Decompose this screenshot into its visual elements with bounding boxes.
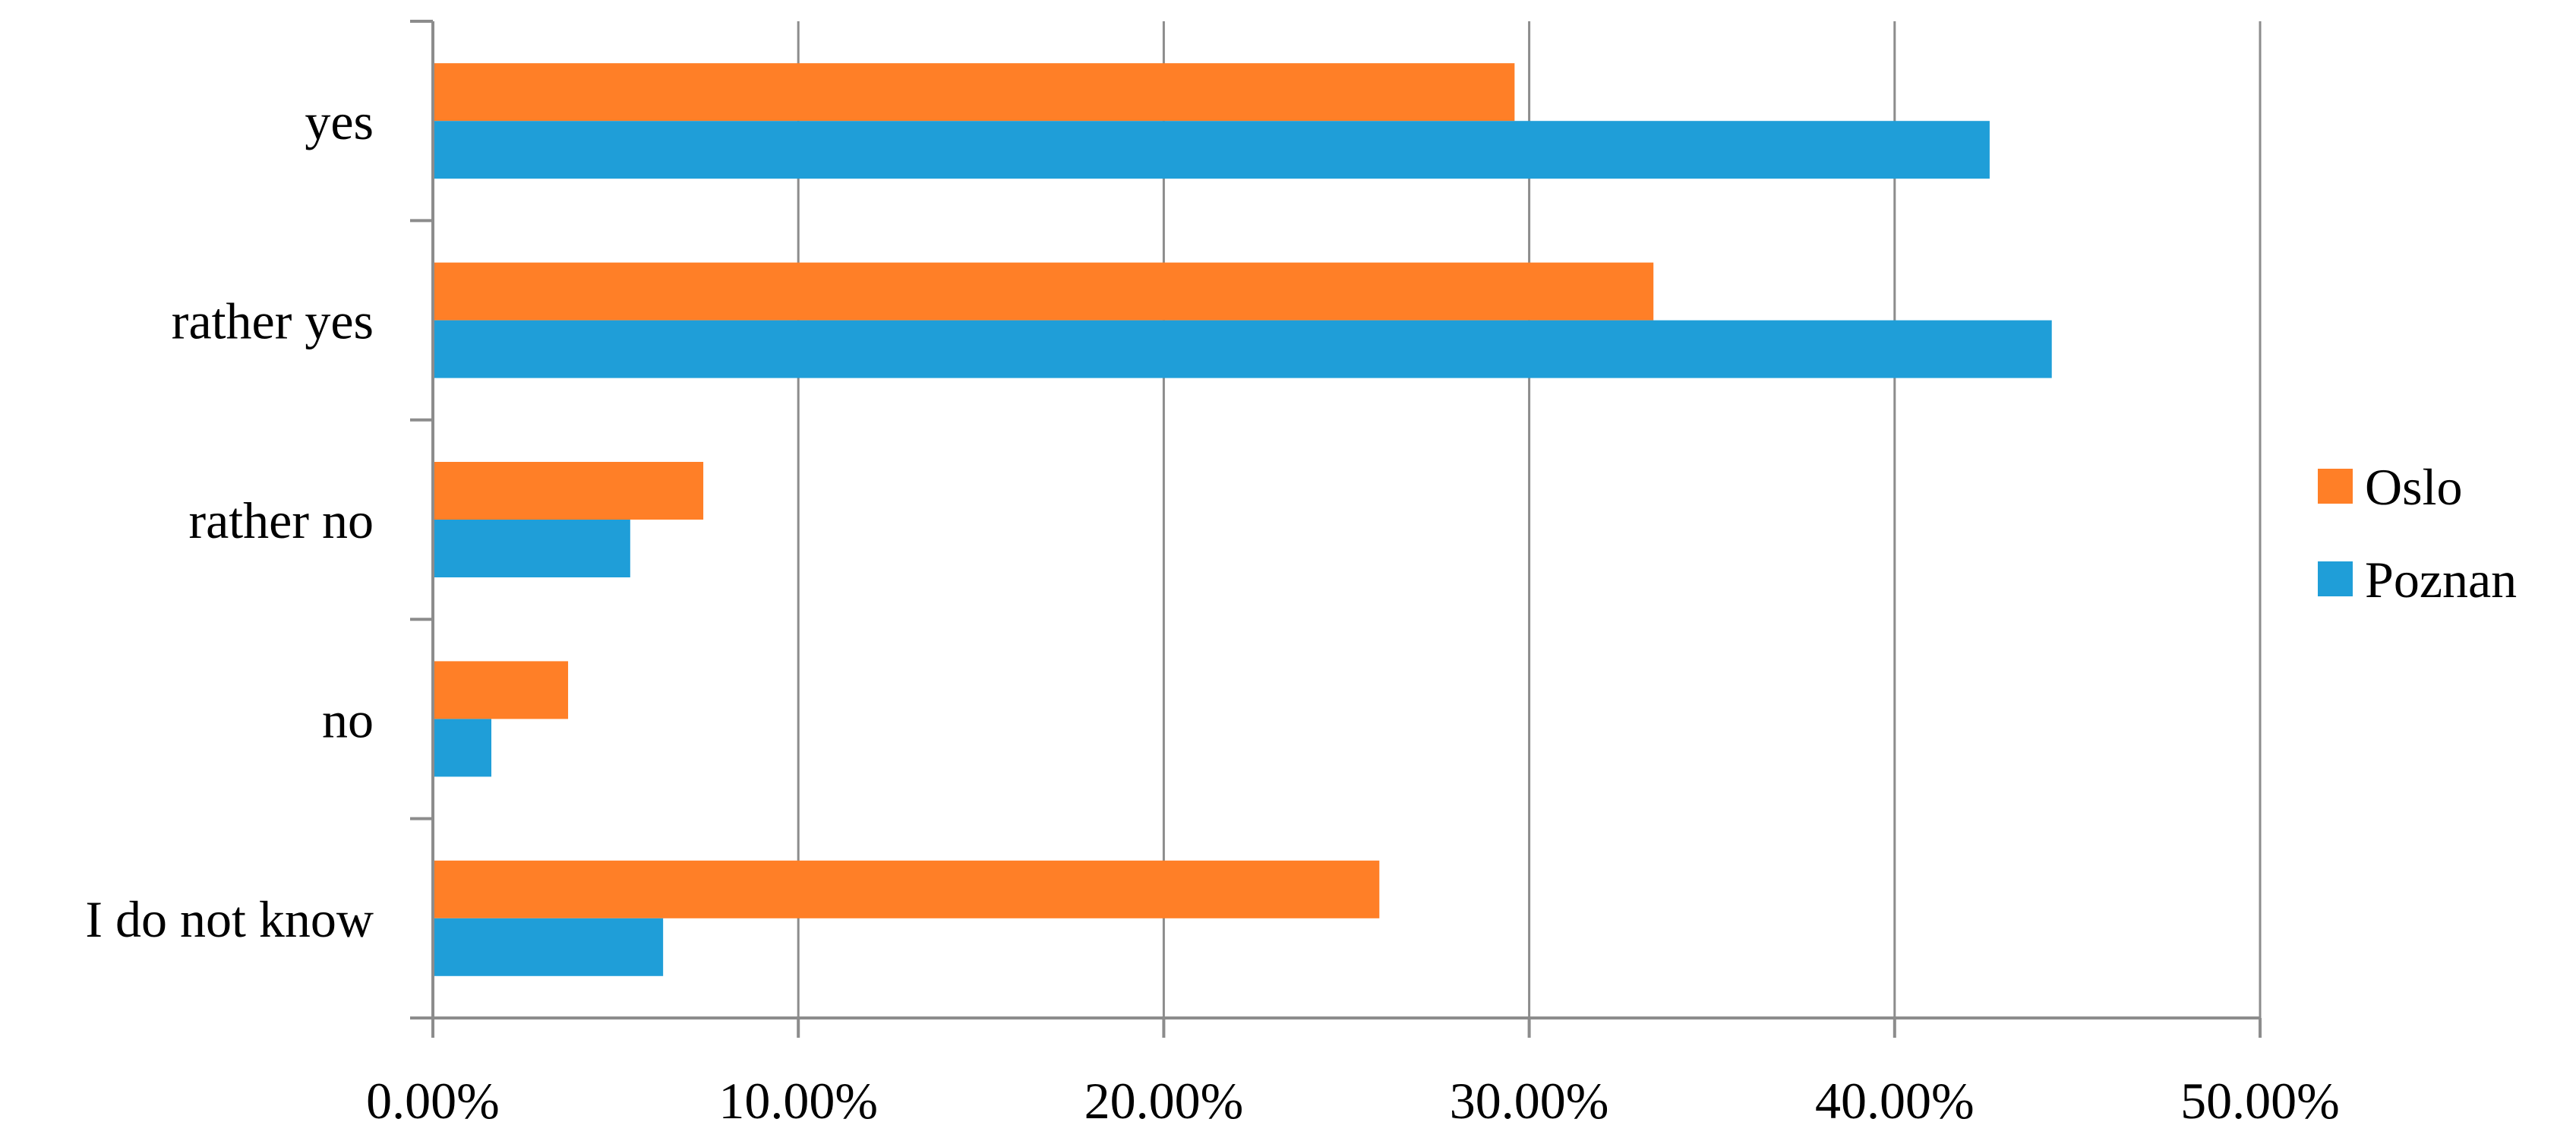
x-tick-label-2: 20.00% bbox=[1084, 1072, 1244, 1130]
bar-poznan-4 bbox=[433, 918, 664, 976]
category-label-1: rather yes bbox=[172, 292, 374, 350]
gridlines bbox=[797, 21, 2262, 1018]
axes bbox=[410, 20, 2262, 1038]
x-tick-label-5: 50.00% bbox=[2180, 1072, 2340, 1130]
legend: Oslo Poznan bbox=[2318, 458, 2517, 609]
bar-oslo-0 bbox=[433, 63, 1515, 122]
bar-poznan-1 bbox=[433, 320, 2052, 378]
legend-swatch-poznan bbox=[2318, 561, 2353, 596]
x-tick-label-4: 40.00% bbox=[1815, 1072, 1975, 1130]
category-label-4: I do not know bbox=[85, 890, 374, 948]
bar-oslo-1 bbox=[433, 262, 1654, 321]
bar-poznan-0 bbox=[433, 121, 1990, 179]
bar-poznan-2 bbox=[433, 520, 630, 577]
legend-label-oslo: Oslo bbox=[2365, 458, 2462, 516]
category-labels: yes rather yes rather no no I do not know bbox=[85, 93, 374, 948]
legend-swatch-oslo bbox=[2318, 469, 2353, 504]
legend-label-poznan: Poznan bbox=[2365, 551, 2517, 609]
x-tick-label-1: 10.00% bbox=[718, 1072, 878, 1130]
x-tick-label-0: 0.00% bbox=[366, 1072, 500, 1130]
bars bbox=[433, 63, 2052, 976]
x-tick-labels: 0.00% 10.00% 20.00% 30.00% 40.00% 50.00% bbox=[366, 1072, 2340, 1130]
category-label-3: no bbox=[322, 691, 374, 748]
category-label-0: yes bbox=[305, 93, 374, 150]
bar-oslo-3 bbox=[433, 661, 569, 719]
bar-oslo-4 bbox=[433, 860, 1380, 918]
category-label-2: rather no bbox=[188, 492, 374, 549]
bar-poznan-3 bbox=[433, 719, 491, 777]
bar-oslo-2 bbox=[433, 462, 704, 520]
x-tick-label-3: 30.00% bbox=[1450, 1072, 1609, 1130]
